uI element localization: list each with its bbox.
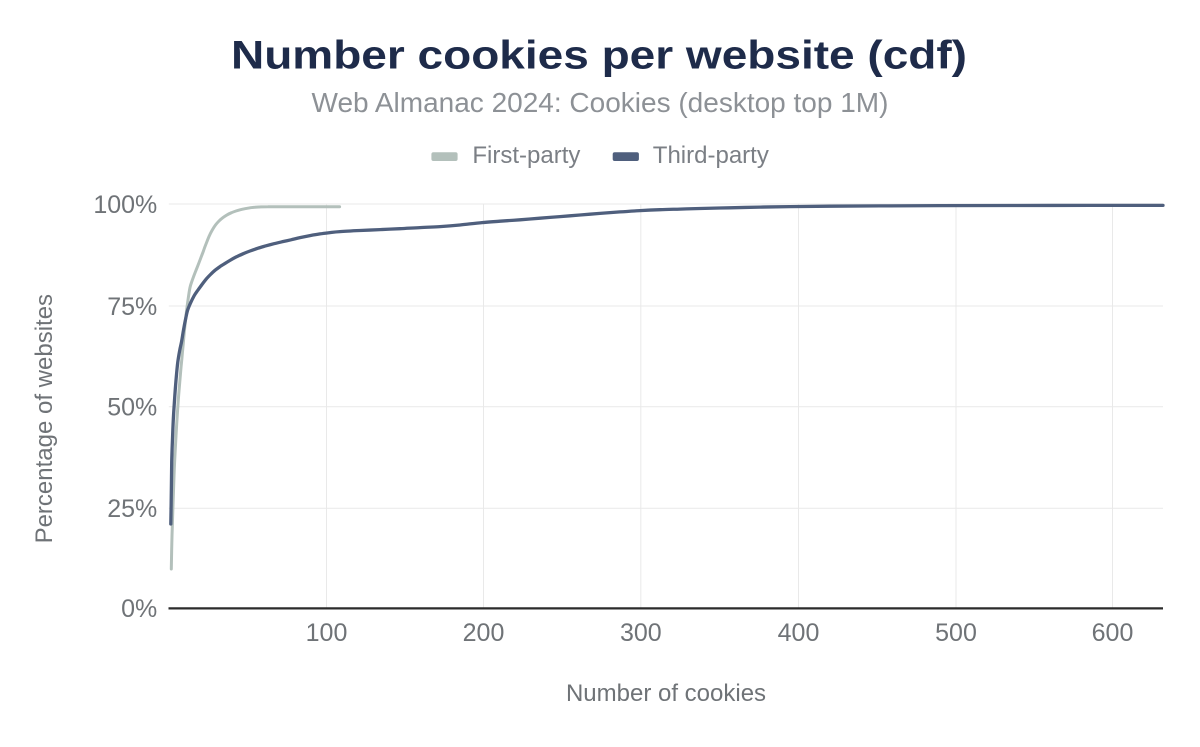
svg-text:Number cookies per website (cd: Number cookies per website (cdf) xyxy=(231,34,967,78)
svg-text:200: 200 xyxy=(463,619,505,647)
svg-text:0%: 0% xyxy=(121,595,157,623)
svg-text:500: 500 xyxy=(935,619,977,647)
svg-text:Number of cookies: Number of cookies xyxy=(566,680,766,707)
svg-text:25%: 25% xyxy=(107,495,157,523)
svg-text:Third-party: Third-party xyxy=(653,142,769,169)
svg-text:50%: 50% xyxy=(107,394,157,422)
svg-text:100: 100 xyxy=(306,619,348,647)
svg-text:400: 400 xyxy=(778,619,820,647)
svg-text:300: 300 xyxy=(620,619,662,647)
svg-text:Web Almanac 2024: Cookies (des: Web Almanac 2024: Cookies (desktop top 1… xyxy=(312,87,889,118)
svg-text:100%: 100% xyxy=(93,191,157,219)
svg-text:First-party: First-party xyxy=(472,142,580,169)
svg-text:Percentage of websites: Percentage of websites xyxy=(31,294,58,543)
svg-text:600: 600 xyxy=(1092,619,1134,647)
svg-text:75%: 75% xyxy=(107,293,157,321)
